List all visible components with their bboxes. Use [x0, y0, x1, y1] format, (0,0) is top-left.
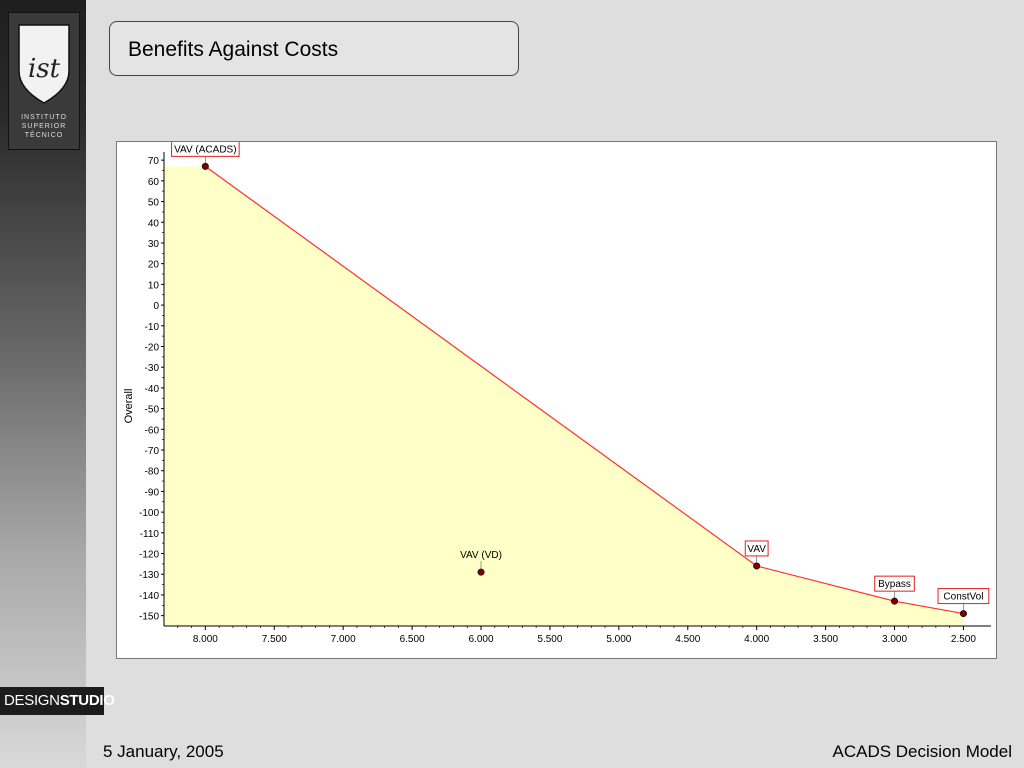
- point-label: VAV (ACADS): [174, 144, 236, 155]
- y-tick-label: 60: [148, 177, 160, 188]
- x-tick-label: 3.500: [813, 634, 838, 645]
- y-tick-label: 50: [148, 198, 160, 209]
- point-label: ConstVol: [943, 592, 983, 603]
- y-tick-label: -80: [145, 467, 160, 478]
- y-tick-label: -120: [139, 550, 159, 561]
- x-tick-label: 4.000: [744, 634, 769, 645]
- y-tick-label: -150: [139, 612, 159, 623]
- point-label: Bypass: [878, 579, 911, 590]
- point-label-box: [874, 575, 915, 592]
- point-label-box: [937, 588, 990, 605]
- brand-part-1: DESIGN: [4, 692, 60, 709]
- y-tick-label: 20: [148, 260, 160, 271]
- x-tick-label: 4.500: [675, 634, 700, 645]
- y-axis-label: Overall: [123, 389, 135, 424]
- x-tick-label: 7.000: [331, 634, 356, 645]
- y-tick-label: -110: [140, 529, 160, 540]
- footer-date: 5 January, 2005: [103, 742, 224, 761]
- y-tick-label: -60: [145, 425, 160, 436]
- logo-monogram: ist: [28, 54, 61, 84]
- point-label-box: [171, 142, 240, 157]
- y-tick-label: -130: [139, 570, 159, 581]
- data-point: [959, 610, 967, 618]
- data-point: [753, 562, 761, 570]
- y-tick-label: -50: [145, 405, 160, 416]
- x-tick-label: 2.500: [951, 634, 976, 645]
- x-tick-label: 5.500: [537, 634, 562, 645]
- frontier-line: [204, 165, 964, 615]
- logo-line-3: TÉCNICO: [25, 130, 64, 139]
- y-tick-label: -30: [145, 363, 160, 374]
- designstudio-brand: DESIGNSTUDIO: [0, 687, 115, 715]
- x-tick-label: 6.000: [469, 634, 494, 645]
- point-label: VAV: [747, 544, 766, 555]
- logo-line-2: SUPERIOR: [22, 123, 67, 130]
- footer-title: ACADS Decision Model: [832, 742, 1012, 761]
- y-tick-label: -40: [145, 384, 160, 395]
- y-tick-label: -20: [145, 342, 160, 353]
- y-tick-label: 10: [148, 280, 160, 291]
- title-box: Benefits Against Costs: [109, 21, 519, 76]
- y-tick-label: -100: [139, 508, 159, 519]
- y-tick-label: -140: [139, 591, 159, 602]
- x-tick-label: 5.000: [606, 634, 631, 645]
- slide-title: Benefits Against Costs: [128, 38, 339, 61]
- data-point: [891, 597, 899, 605]
- x-tick-label: 8.000: [193, 634, 218, 645]
- point-label-box: [744, 540, 769, 557]
- point-label: VAV (VD): [460, 550, 502, 561]
- y-tick-label: 0: [153, 301, 159, 312]
- y-tick-label: 40: [148, 218, 160, 229]
- frontier-area: [164, 166, 964, 626]
- chart-frame: 70 60 50 40 30 20 10 0 -10 -20 -30 -40 -50 -60 -70 -80 -…: [116, 141, 997, 659]
- x-tick-label: 6.500: [400, 634, 425, 645]
- y-tick-label: 70: [148, 156, 160, 167]
- y-tick-label: -90: [145, 487, 160, 498]
- logo-line-1: INSTITUTO: [21, 114, 67, 121]
- ist-logo: ist INSTITUTO SUPERIOR TÉCNICO: [8, 12, 80, 150]
- data-point: [201, 162, 209, 170]
- data-point: [477, 568, 485, 576]
- brand-part-2: STUDIO: [59, 692, 115, 709]
- y-tick-label: -10: [145, 322, 160, 333]
- y-tick-label: 30: [148, 239, 160, 250]
- benefit-cost-chart: 70 60 50 40 30 20 10 0 -10 -20 -30 -40 -50 -60 -70 -80 -…: [123, 142, 991, 645]
- x-tick-label: 3.000: [882, 634, 907, 645]
- y-tick-label: -70: [145, 446, 160, 457]
- x-tick-label: 7.500: [262, 634, 287, 645]
